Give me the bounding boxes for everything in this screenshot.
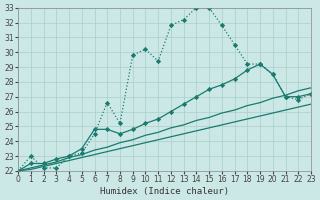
X-axis label: Humidex (Indice chaleur): Humidex (Indice chaleur) xyxy=(100,187,229,196)
